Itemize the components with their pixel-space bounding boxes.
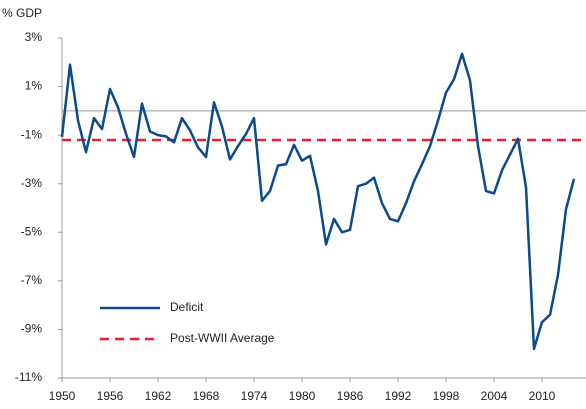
y-tick-label: -7% bbox=[21, 273, 43, 287]
y-tick-label: -5% bbox=[21, 224, 43, 238]
y-tick-label: 1% bbox=[25, 79, 43, 93]
x-tick-label: 1968 bbox=[193, 389, 220, 403]
x-tick-label: 1956 bbox=[97, 389, 124, 403]
y-tick-label: -3% bbox=[21, 176, 43, 190]
x-tick-label: 1962 bbox=[145, 389, 172, 403]
x-tick-label: 2010 bbox=[529, 389, 556, 403]
y-tick-label: -1% bbox=[21, 127, 43, 141]
y-tick-label: 3% bbox=[25, 30, 43, 44]
x-tick-label: 1998 bbox=[433, 389, 460, 403]
x-tick-label: 1986 bbox=[337, 389, 364, 403]
x-tick-label: 1950 bbox=[49, 389, 76, 403]
x-tick-label: 1980 bbox=[289, 389, 316, 403]
deficit-line bbox=[60, 52, 576, 351]
y-axis-title: % GDP bbox=[2, 6, 42, 20]
x-tick-label: 2004 bbox=[481, 389, 508, 403]
y-tick-label: -9% bbox=[21, 322, 43, 336]
x-tick-label: 1992 bbox=[385, 389, 412, 403]
legend-label: Post-WWII Average bbox=[170, 331, 275, 345]
y-tick-label: -11% bbox=[15, 370, 42, 384]
x-tick-label: 1974 bbox=[241, 389, 268, 403]
legend-label: Deficit bbox=[170, 300, 204, 314]
